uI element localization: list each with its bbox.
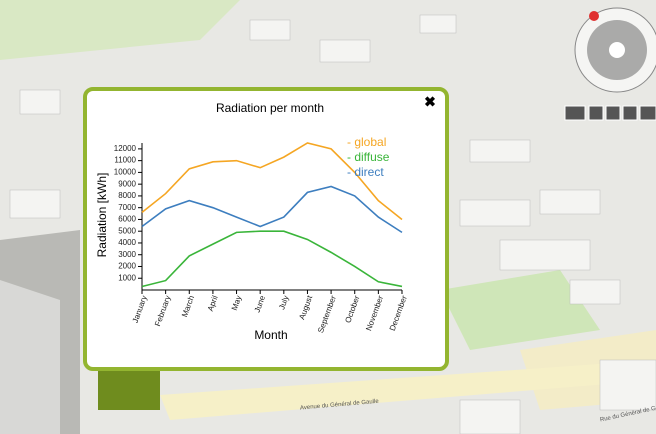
building [249, 19, 291, 41]
y-tick-label: 4000 [118, 238, 136, 247]
building [569, 279, 621, 305]
close-button[interactable]: ✖ [424, 94, 436, 110]
building [19, 89, 61, 115]
y-tick-label: 7000 [118, 203, 136, 212]
legend-entry: - diffuse [347, 150, 390, 164]
line-series [141, 185, 403, 234]
tool-button[interactable] [639, 105, 656, 121]
building [0, 280, 60, 434]
green-area [440, 270, 600, 350]
y-tick-label: 9000 [118, 179, 136, 188]
zoom-out[interactable] [622, 105, 638, 121]
building [459, 199, 531, 227]
y-tick-label: 5000 [118, 226, 136, 235]
y-tick-label: 12000 [114, 144, 137, 153]
y-tick-label: 6000 [118, 215, 136, 224]
chart-title: Radiation per month [216, 101, 324, 115]
building [469, 139, 531, 163]
y-tick-label: 10000 [114, 168, 137, 177]
y-tick-label: 2000 [118, 262, 136, 271]
tilt-button[interactable] [609, 42, 625, 58]
compass-north[interactable] [589, 11, 599, 21]
y-axis-label: Radiation [kWh] [95, 173, 109, 258]
tool-button[interactable] [588, 105, 604, 121]
building [319, 39, 371, 63]
y-tick-label: 8000 [118, 191, 136, 200]
y-tick-label: 3000 [118, 250, 136, 259]
building [9, 189, 61, 219]
line-series [141, 230, 403, 288]
x-axis-label: Month [254, 328, 287, 342]
green-area [0, 0, 240, 60]
building [539, 189, 601, 215]
zoom-in[interactable] [605, 105, 621, 121]
road [160, 360, 656, 420]
building [499, 239, 591, 271]
popup [83, 87, 449, 371]
tool-button[interactable] [564, 105, 586, 121]
popup-anchor [98, 368, 160, 410]
building [459, 399, 521, 434]
y-tick-label: 11000 [114, 156, 136, 165]
line-series [141, 142, 403, 221]
legend-entry: - global [347, 135, 386, 149]
building [599, 359, 656, 411]
legend-entry: - direct [347, 165, 384, 179]
building [419, 14, 457, 34]
y-tick-label: 1000 [118, 273, 136, 282]
